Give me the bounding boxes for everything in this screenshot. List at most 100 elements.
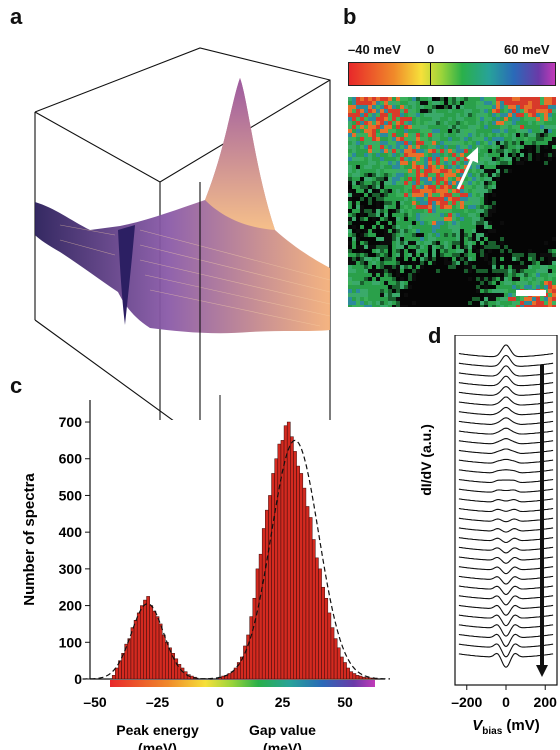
gap-map-cell	[436, 157, 440, 161]
gap-map-cell	[376, 125, 380, 129]
gap-map-cell	[424, 221, 428, 225]
gap-map-cell	[392, 145, 396, 149]
gap-map-cell	[396, 233, 400, 237]
gap-map-cell	[468, 293, 472, 297]
gap-map-cell	[400, 289, 404, 293]
gap-map-cell	[428, 189, 432, 193]
gap-map-cell	[452, 197, 456, 201]
gap-map-cell	[524, 253, 528, 257]
gap-map-cell	[348, 97, 352, 101]
gap-map-cell	[472, 217, 476, 221]
gap-map-cell	[348, 225, 352, 229]
gap-map-cell	[500, 281, 504, 285]
gap-map-cell	[392, 121, 396, 125]
gap-map-cell	[508, 277, 512, 281]
gap-map-cell	[516, 245, 520, 249]
gap-map-cell	[368, 161, 372, 165]
gap-map-cell	[528, 145, 532, 149]
gap-map-cell	[512, 189, 516, 193]
gap-map-cell	[516, 217, 520, 221]
gap-map-cell	[360, 109, 364, 113]
gap-map-cell	[504, 293, 508, 297]
gap-map-cell	[472, 237, 476, 241]
gap-map-cell	[436, 241, 440, 245]
gap-map-cell	[464, 245, 468, 249]
gap-map-cell	[436, 181, 440, 185]
gap-map-cell	[420, 101, 424, 105]
gap-map-cell	[544, 141, 548, 145]
gap-map-cell	[540, 297, 544, 301]
gap-map-cell	[448, 157, 452, 161]
gap-map-cell	[536, 113, 540, 117]
gap-map-cell	[548, 297, 552, 301]
gap-map-cell	[364, 121, 368, 125]
panel-label-d: d	[428, 323, 442, 348]
gap-map-cell	[436, 201, 440, 205]
gap-map-cell	[456, 197, 460, 201]
gap-map-cell	[356, 129, 360, 133]
gap-map-cell	[420, 189, 424, 193]
gap-map-cell	[348, 149, 352, 153]
gap-map-cell	[404, 301, 408, 305]
gap-map-cell	[484, 169, 488, 173]
gap-map-cell	[444, 197, 448, 201]
gap-map-cell	[524, 101, 528, 105]
gap-map-cell	[400, 205, 404, 209]
gap-map-cell	[392, 257, 396, 261]
gap-map-cell	[512, 125, 516, 129]
gap-map-cell	[548, 157, 552, 161]
gap-map-cell	[552, 285, 556, 289]
gap-map-cell	[360, 173, 364, 177]
gap-map-cell	[420, 269, 424, 273]
gap-map-cell	[496, 161, 500, 165]
gap-map-cell	[548, 189, 552, 193]
gap-map-cell	[444, 201, 448, 205]
gap-map-cell	[392, 97, 396, 101]
gap-map-cell	[392, 281, 396, 285]
histogram-bar	[352, 673, 357, 680]
gap-map-cell	[416, 289, 420, 293]
gap-map-cell	[392, 269, 396, 273]
histogram-bar	[324, 597, 329, 680]
gap-map-cell	[492, 149, 496, 153]
gap-map-cell	[448, 233, 452, 237]
gap-map-cell	[396, 181, 400, 185]
gap-map-cell	[372, 281, 376, 285]
gap-map-cell	[352, 117, 356, 121]
gap-map-cell	[352, 157, 356, 161]
gap-map-cell	[468, 145, 472, 149]
gap-map-cell	[476, 181, 480, 185]
gap-map-cell	[356, 249, 360, 253]
gap-map-cell	[440, 301, 444, 305]
gap-map-cell	[436, 277, 440, 281]
gap-map-cell	[432, 245, 436, 249]
gap-map-cell	[496, 233, 500, 237]
gap-map-cell	[452, 133, 456, 137]
gap-map-cell	[440, 173, 444, 177]
gap-map-cell	[352, 181, 356, 185]
gap-map-cell	[500, 205, 504, 209]
gap-map-cell	[408, 121, 412, 125]
gap-map-cell	[356, 193, 360, 197]
histogram-bar	[265, 509, 269, 680]
gap-map-cell	[416, 297, 420, 301]
gap-map-cell	[408, 193, 412, 197]
gap-map-cell	[536, 213, 540, 217]
gap-map-cell	[384, 297, 388, 301]
gap-map-cell	[464, 297, 468, 301]
gap-map-cell	[368, 197, 372, 201]
gap-map-cell	[528, 257, 532, 261]
gap-map-cell	[368, 249, 372, 253]
gap-map-cell	[436, 269, 440, 273]
gap-map-cell	[424, 113, 428, 117]
gap-map-cell	[400, 173, 404, 177]
gap-map-cell	[428, 269, 432, 273]
gap-map-cell	[488, 137, 492, 141]
gap-map-cell	[372, 169, 376, 173]
gap-map-cell	[472, 305, 476, 307]
gap-map-cell	[404, 185, 408, 189]
gap-map-cell	[440, 285, 444, 289]
gap-map-cell	[400, 157, 404, 161]
gap-map-cell	[384, 133, 388, 137]
gap-map-cell	[384, 181, 388, 185]
